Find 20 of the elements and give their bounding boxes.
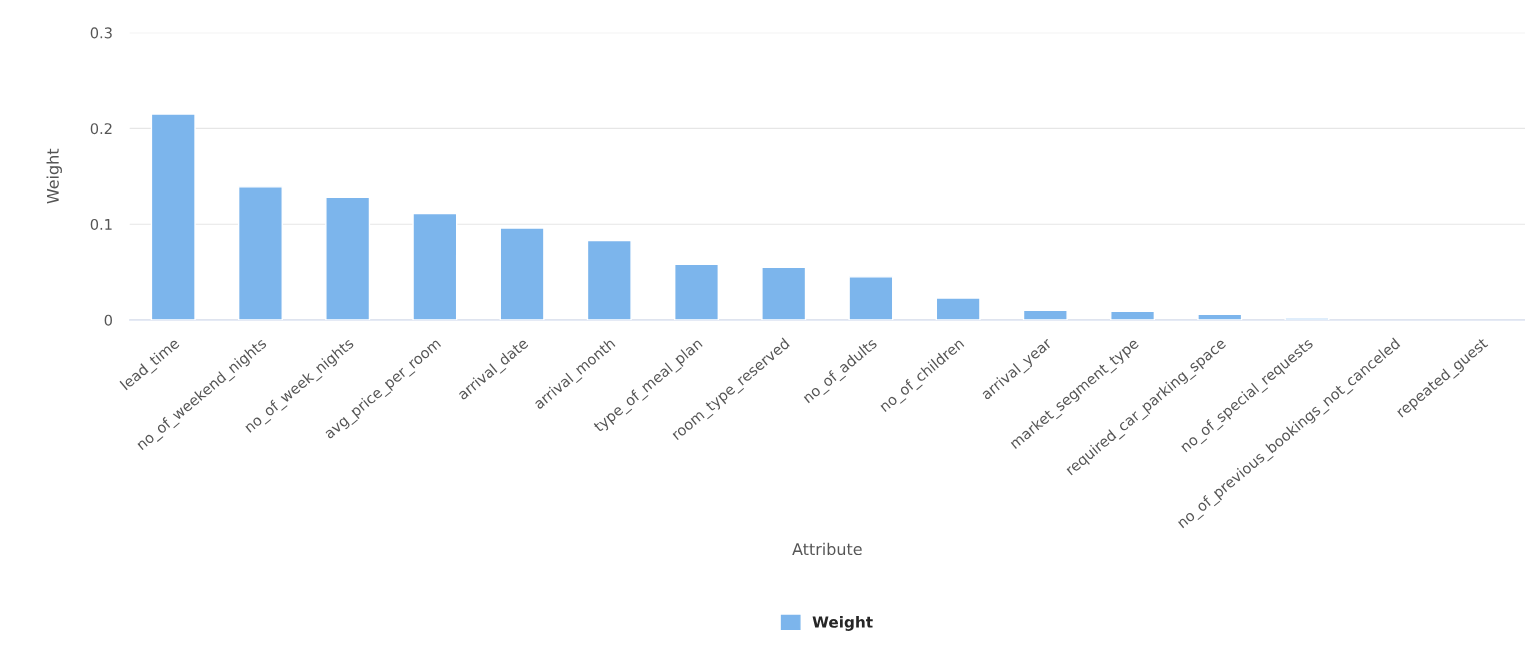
bar <box>586 239 632 320</box>
bar <box>935 297 981 320</box>
y-tick-label: 0.1 <box>90 218 112 230</box>
x-axis-title: Attribute <box>792 542 862 556</box>
y-tick-label: 0.2 <box>90 123 112 135</box>
bar <box>150 113 196 320</box>
bar <box>1110 310 1156 320</box>
bar <box>761 266 807 320</box>
bar <box>1197 313 1243 320</box>
y-tick-label: 0.3 <box>90 27 112 39</box>
bar <box>325 196 371 320</box>
bar <box>848 276 894 320</box>
y-axis-title: Weight <box>46 148 62 204</box>
bar <box>412 212 458 320</box>
y-tick-label: 0 <box>104 314 112 326</box>
bar <box>237 186 283 320</box>
bar <box>1022 309 1068 320</box>
bar <box>673 263 719 320</box>
bar <box>499 227 545 320</box>
legend-label: Weight <box>812 615 873 631</box>
